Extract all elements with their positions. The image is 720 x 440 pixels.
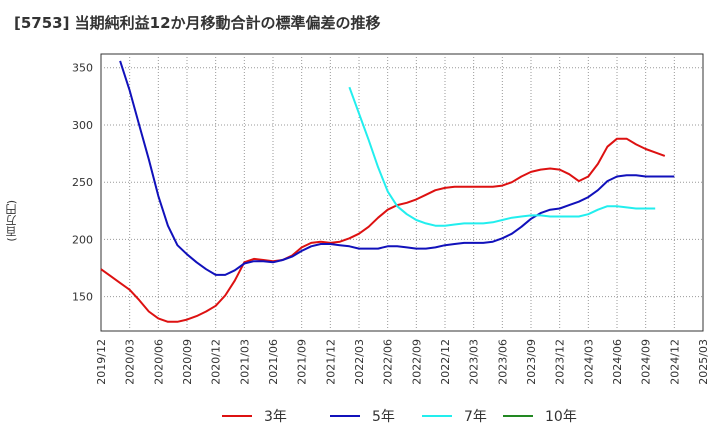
legend-label-10y: 10年 [545,409,577,425]
x-tick-label: 2024/03 [582,339,595,385]
series-line-5y [119,60,675,276]
x-tick-label: 2022/06 [382,339,395,385]
x-tick-label: 2022/09 [410,339,423,385]
y-tick-label: 200 [72,233,93,246]
x-tick-label: 2021/03 [238,339,251,385]
x-tick-label: 2019/12 [95,339,108,385]
chart-title: [5753] 当期純利益12か月移動合計の標準偏差の推移 [14,14,381,32]
x-tick-label: 2024/09 [640,339,653,385]
x-tick-label: 2020/12 [210,339,223,385]
legend-label-5y: 5年 [372,409,395,425]
x-tick-label: 2025/03 [697,339,710,385]
x-tick-label: 2022/12 [439,339,452,385]
y-tick-label: 300 [72,119,93,132]
legend-label-7y: 7年 [464,409,487,425]
x-tick-label: 2024/06 [611,339,624,385]
x-tick-label: 2023/06 [496,339,509,385]
x-tick-label: 2021/09 [296,339,309,385]
x-tick-label: 2021/12 [324,339,337,385]
y-tick-label: 350 [72,62,93,75]
series-line-3y [100,137,666,323]
y-tick-label: 250 [72,176,93,189]
x-tick-label: 2023/12 [554,339,567,385]
x-tick-label: 2023/09 [525,339,538,385]
x-tick-label: 2024/12 [668,339,681,385]
x-tick-label: 2022/03 [353,339,366,385]
x-tick-label: 2020/03 [124,339,137,385]
series-line-7y [348,86,656,227]
plot-area [100,53,704,332]
x-tick-label: 2023/03 [468,339,481,385]
legend-label-3y: 3年 [264,409,287,425]
x-tick-label: 2020/09 [181,339,194,385]
x-tick-label: 2020/06 [152,339,165,385]
x-tick-label: 2021/06 [267,339,280,385]
y-tick-label: 150 [72,291,93,304]
